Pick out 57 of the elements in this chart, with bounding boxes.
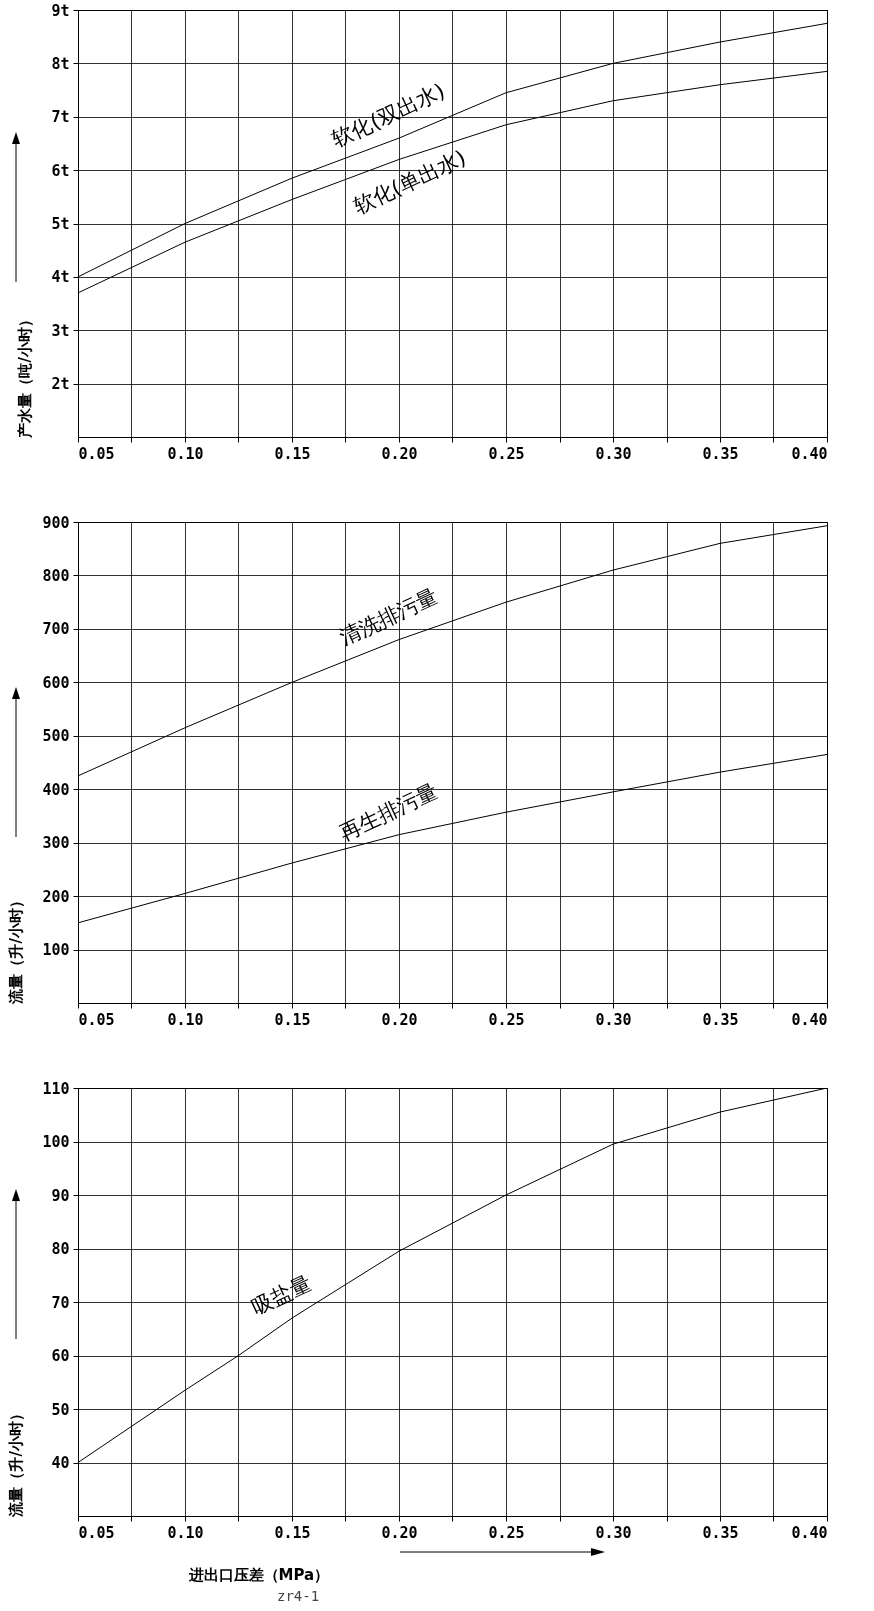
y-tick-label: 900: [42, 513, 70, 532]
text: 吸盐量: [247, 1271, 316, 1320]
y-tick-label: 70: [51, 1293, 70, 1312]
x-tick-label: 0.30: [595, 444, 632, 463]
y-tick-label: 7t: [51, 108, 70, 127]
y-tick-label: 400: [42, 780, 70, 799]
x-tick-label: 0.10: [167, 1010, 204, 1029]
y-tick-label: 700: [42, 620, 70, 639]
x-tick-label: 0.20: [381, 1523, 418, 1542]
x-tick-label: 0.40: [791, 444, 828, 463]
x-tick-label: 0.20: [381, 444, 418, 463]
y-tick-label: 200: [42, 887, 70, 906]
y-tick-label: 2t: [51, 375, 70, 394]
y-tick-label: 80: [51, 1240, 70, 1258]
text: 清洗排污量: [335, 583, 442, 650]
y-axis-title: 流量（升/小时）: [7, 893, 26, 1005]
y-tick-label: 110: [42, 1079, 70, 1098]
x-tick-label: 0.25: [488, 1010, 525, 1029]
x-tick-label: 0.25: [488, 444, 525, 463]
y-tick-label: 3t: [51, 321, 70, 340]
y-tick-label: 40: [51, 1454, 70, 1472]
y-tick-label: 800: [42, 566, 70, 585]
y-tick-label: 8t: [51, 54, 70, 73]
x-tick-label: 0.40: [791, 1523, 828, 1542]
x-tick-label: 0.05: [78, 444, 115, 463]
x-tick-label: 0.10: [167, 444, 204, 463]
x-tick-label: 0.15: [274, 1523, 311, 1542]
y-axis-title: 产水量（吨/小时）: [16, 312, 35, 439]
y-tick-label: 4t: [51, 268, 70, 287]
x-tick-label: 0.35: [702, 1523, 739, 1542]
y-tick-label: 500: [42, 727, 70, 746]
y-tick-label: 6t: [51, 161, 70, 180]
y-tick-label: 600: [42, 673, 70, 692]
y-tick-label: 9t: [51, 1, 70, 20]
x-tick-label: 0.15: [274, 1010, 311, 1029]
x-tick-label: 0.05: [78, 1523, 115, 1542]
y-tick-label: 90: [51, 1186, 70, 1205]
x-tick-label: 0.15: [274, 444, 311, 463]
x-tick-label: 0.30: [595, 1010, 632, 1029]
y-tick-label: 100: [42, 1133, 70, 1151]
y-axis-title: 流量（升/小时）: [7, 1406, 26, 1518]
x-tick-label: 0.20: [381, 1010, 418, 1029]
x-tick-label: 0.05: [78, 1010, 115, 1029]
text: zr4-1: [277, 1588, 320, 1604]
x-tick-label: 0.30: [595, 1523, 632, 1542]
x-tick-label: 0.25: [488, 1523, 525, 1542]
y-tick-label: 50: [51, 1400, 70, 1419]
y-tick-label: 300: [42, 834, 70, 853]
y-tick-label: 100: [42, 941, 70, 960]
x-tick-label: 0.10: [167, 1523, 204, 1542]
x-tick-label: 0.35: [702, 1010, 739, 1029]
x-tick-label: 0.35: [702, 444, 739, 463]
y-tick-label: 60: [51, 1347, 70, 1365]
x-tick-label: 0.40: [791, 1010, 828, 1029]
x-axis-title: 进出口压差（MPa）: [187, 1565, 330, 1584]
text: 再生排污量: [335, 778, 442, 846]
y-tick-label: 5t: [51, 215, 70, 233]
